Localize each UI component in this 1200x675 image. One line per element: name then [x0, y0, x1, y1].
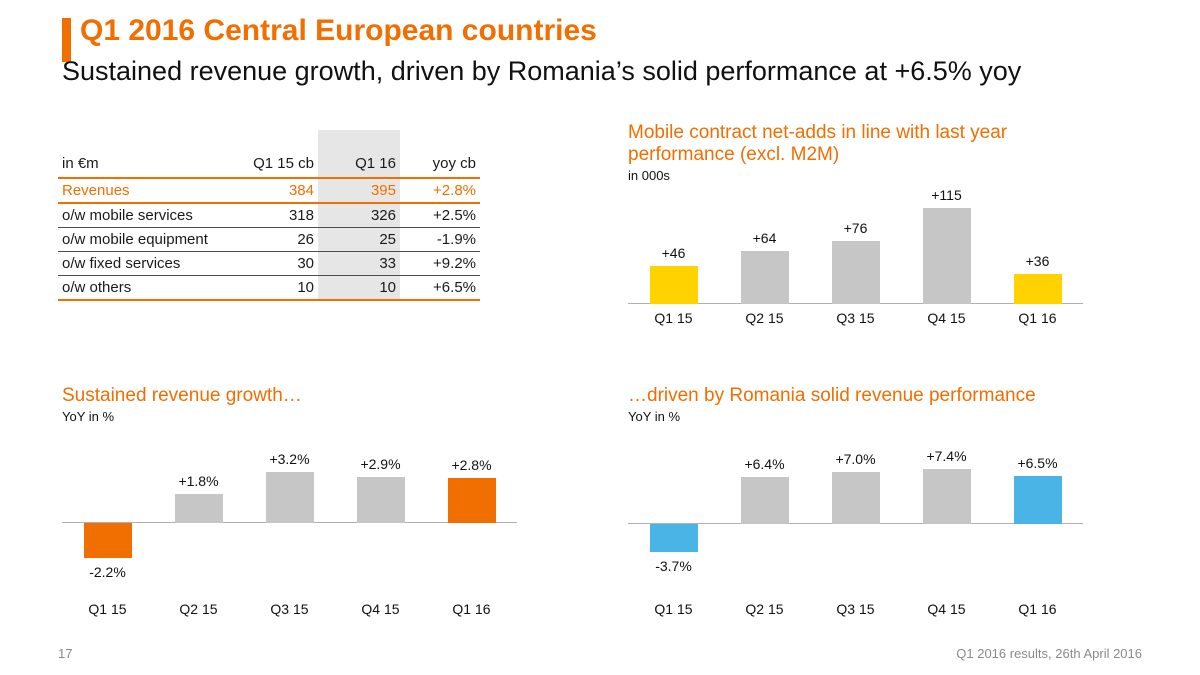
- cell-q1-16: 326: [318, 203, 400, 228]
- table-row-revenues: Revenues 384 395 +2.8%: [58, 178, 480, 204]
- romania-revenue-chart: …driven by Romania solid revenue perform…: [628, 385, 1083, 617]
- net-adds-chart-plot: +46 +64 +76 +115 +36: [628, 187, 1083, 304]
- bar-value-label: +7.0%: [835, 451, 876, 468]
- x-axis-category-label: Q4 15: [927, 601, 966, 617]
- x-axis-category-label: Q1 16: [452, 601, 491, 617]
- cell-q1-15-cb: 318: [233, 203, 318, 228]
- table-unit-label: in €m: [58, 130, 233, 179]
- romania-revenue-chart-unit: YoY in %: [628, 409, 681, 424]
- page-title: Q1 2016 Central European countries: [80, 14, 597, 47]
- table-header-yoy-cb: yoy cb: [400, 130, 480, 179]
- x-axis-category-label: Q1 16: [1018, 310, 1057, 326]
- cell-q1-15-cb: 30: [233, 251, 318, 276]
- x-axis-category-label: Q4 15: [927, 310, 966, 326]
- table-header-q1-16: Q1 16: [318, 130, 400, 179]
- row-label: Revenues: [58, 178, 233, 204]
- bar-value-label: +115: [931, 186, 962, 203]
- bar-q4-15: [922, 469, 971, 525]
- cell-yoy-cb: +6.5%: [400, 275, 480, 301]
- bar-value-label: +7.4%: [926, 448, 967, 465]
- accent-bar: [62, 18, 71, 62]
- bar-value-label: -2.2%: [89, 564, 126, 581]
- table-header-row: in €m Q1 15 cb Q1 16 yoy cb: [58, 130, 480, 179]
- revenue-growth-chart-unit: YoY in %: [62, 409, 115, 424]
- revenue-growth-chart-title: Sustained revenue growth…: [62, 385, 302, 406]
- x-axis-category-label: Q1 15: [88, 601, 127, 617]
- x-axis-category-label: Q2 15: [179, 601, 218, 617]
- cell-yoy-cb: +2.5%: [400, 203, 480, 228]
- revenue-growth-chart: Sustained revenue growth… YoY in % -2.2%…: [62, 385, 517, 617]
- table-header-q1-15-cb: Q1 15 cb: [233, 130, 318, 179]
- table-row-others: o/w others 10 10 +6.5%: [58, 275, 480, 301]
- revenue-table: in €m Q1 15 cb Q1 16 yoy cb Revenues 384…: [58, 130, 480, 301]
- page-subtitle: Sustained revenue growth, driven by Roma…: [62, 56, 1022, 86]
- cell-q1-15-cb: 26: [233, 227, 318, 252]
- table-row-mobile-equipment: o/w mobile equipment 26 25 -1.9%: [58, 227, 480, 252]
- bar-q3-15: [265, 471, 314, 523]
- cell-yoy-cb: +9.2%: [400, 251, 480, 276]
- net-adds-chart-title: Mobile contract net-adds in line with la…: [628, 122, 1008, 165]
- romania-revenue-chart-title: …driven by Romania solid revenue perform…: [628, 385, 1036, 406]
- bar-value-label: -3.7%: [655, 557, 692, 574]
- bar-value-label: +3.2%: [269, 450, 310, 467]
- bar-q1-15: [649, 524, 698, 552]
- cell-q1-16: 25: [318, 227, 400, 252]
- net-adds-chart-x-axis: Q1 15 Q2 15 Q3 15 Q4 15 Q1 16: [628, 310, 1083, 326]
- x-axis-category-label: Q4 15: [361, 601, 400, 617]
- bar-q2-15: [740, 250, 789, 304]
- cell-yoy-cb: -1.9%: [400, 227, 480, 252]
- bar-q4-15: [356, 476, 405, 523]
- x-axis-category-label: Q1 16: [1018, 601, 1057, 617]
- revenue-growth-chart-plot: -2.2% +1.8% +3.2% +2.9% +2.8%: [62, 435, 517, 595]
- bar-q2-15: [174, 494, 223, 523]
- cell-q1-16: 395: [318, 178, 400, 204]
- bar-q4-15: [922, 207, 971, 304]
- cell-q1-16: 33: [318, 251, 400, 276]
- revenue-growth-chart-x-axis: Q1 15 Q2 15 Q3 15 Q4 15 Q1 16: [62, 601, 517, 617]
- net-adds-chart-unit: in 000s: [628, 168, 670, 183]
- bar-value-label: +6.4%: [744, 455, 785, 472]
- cell-yoy-cb: +2.8%: [400, 178, 480, 204]
- x-axis-category-label: Q3 15: [836, 310, 875, 326]
- x-axis-category-label: Q2 15: [745, 601, 784, 617]
- cell-q1-15-cb: 384: [233, 178, 318, 204]
- table-row-mobile-services: o/w mobile services 318 326 +2.5%: [58, 203, 480, 228]
- bar-value-label: +76: [843, 219, 868, 236]
- x-axis-category-label: Q1 15: [654, 310, 693, 326]
- bar-value-label: +6.5%: [1017, 454, 1058, 471]
- row-label: o/w fixed services: [58, 251, 233, 276]
- page-number: 17: [58, 646, 73, 661]
- x-axis-category-label: Q3 15: [836, 601, 875, 617]
- bar-value-label: +36: [1025, 252, 1050, 269]
- bar-q3-15: [831, 240, 880, 304]
- bar-q2-15: [740, 476, 789, 525]
- row-label: o/w others: [58, 275, 233, 301]
- row-label: o/w mobile equipment: [58, 227, 233, 252]
- x-axis-category-label: Q1 15: [654, 601, 693, 617]
- bar-value-label: +2.9%: [360, 455, 401, 472]
- bar-q3-15: [831, 472, 880, 525]
- bar-q1-15: [649, 265, 698, 304]
- x-axis-category-label: Q3 15: [270, 601, 309, 617]
- net-adds-chart: Mobile contract net-adds in line with la…: [628, 122, 1083, 326]
- romania-revenue-chart-plot: -3.7% +6.4% +7.0% +7.4% +6.5%: [628, 435, 1083, 595]
- bar-value-label: +2.8%: [451, 457, 492, 474]
- table-row-fixed-services: o/w fixed services 30 33 +9.2%: [58, 251, 480, 276]
- romania-revenue-chart-x-axis: Q1 15 Q2 15 Q3 15 Q4 15 Q1 16: [628, 601, 1083, 617]
- bar-value-label: +46: [661, 244, 686, 261]
- bar-q1-16: [447, 478, 496, 523]
- bar-value-label: +64: [752, 229, 777, 246]
- cell-q1-16: 10: [318, 275, 400, 301]
- x-axis-category-label: Q2 15: [745, 310, 784, 326]
- bar-value-label: +1.8%: [178, 473, 219, 490]
- bar-q1-15: [83, 523, 132, 559]
- bar-q1-16: [1013, 475, 1062, 525]
- row-label: o/w mobile services: [58, 203, 233, 228]
- footer-caption: Q1 2016 results, 26th April 2016: [956, 646, 1142, 661]
- bar-q1-16: [1013, 273, 1062, 304]
- cell-q1-15-cb: 10: [233, 275, 318, 301]
